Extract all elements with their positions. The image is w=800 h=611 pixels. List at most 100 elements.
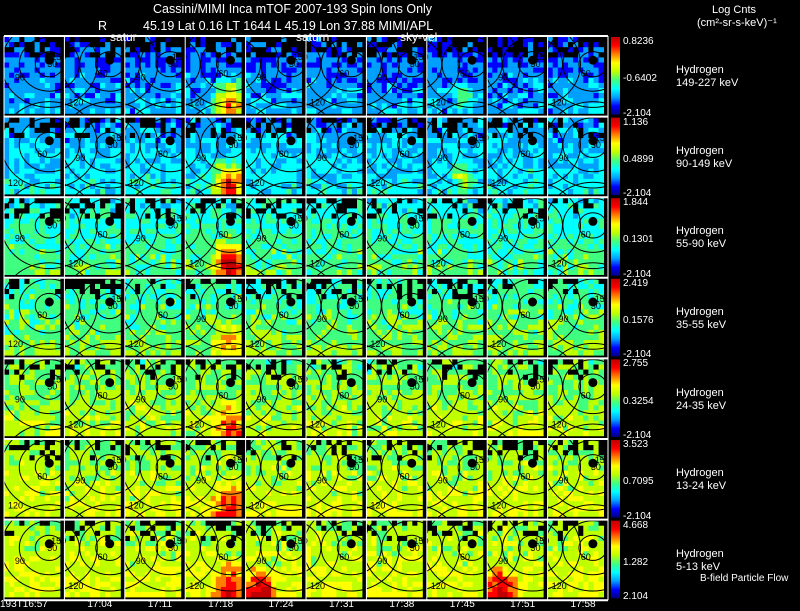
- heatmap-cell: [79, 168, 86, 174]
- heatmap-cell: [64, 127, 70, 134]
- heatmap-cell: [226, 148, 232, 154]
- heatmap-cell: [220, 223, 227, 230]
- heatmap-cell: [487, 138, 493, 144]
- heatmap-cell: [89, 62, 96, 68]
- heatmap-cell: [210, 72, 217, 79]
- heatmap-cell: [64, 103, 70, 109]
- heatmap-cell: [442, 62, 448, 68]
- heatmap-cell: [316, 153, 322, 159]
- heatmap-cell: [376, 249, 382, 255]
- heatmap-cell: [528, 244, 534, 250]
- heatmap-cell: [226, 254, 232, 260]
- heatmap-cell: [366, 37, 372, 43]
- heatmap-cell: [190, 203, 196, 209]
- heatmap-cell: [391, 153, 398, 159]
- heatmap-cell: [407, 108, 413, 114]
- heatmap-cell: [442, 47, 448, 53]
- heatmap-cell: [311, 138, 317, 144]
- heatmap-cell: [296, 127, 302, 134]
- heatmap-cell: [562, 249, 569, 255]
- heatmap-cell: [578, 269, 584, 275]
- heatmap-cell: [34, 173, 40, 180]
- heatmap-cell: [89, 98, 96, 104]
- heatmap-cell: [24, 143, 30, 149]
- heatmap-cell: [276, 158, 282, 164]
- heatmap-cell: [210, 168, 217, 174]
- heatmap-cell: [195, 218, 201, 224]
- heatmap-cell: [236, 163, 242, 169]
- heatmap-cell: [55, 163, 61, 169]
- heatmap-cell: [381, 57, 388, 63]
- heatmap-cell: [366, 52, 372, 58]
- heatmap-cell: [512, 249, 519, 255]
- heatmap-cell: [255, 239, 262, 245]
- heatmap-cell: [402, 178, 408, 185]
- heatmap-cell: [397, 244, 403, 250]
- heatmap-cell: [195, 198, 201, 204]
- heatmap-cell: [266, 148, 272, 154]
- heatmap-cell: [321, 108, 327, 114]
- heatmap-cell: [407, 82, 413, 89]
- heatmap-cell: [431, 98, 438, 104]
- heatmap-cell: [487, 259, 493, 265]
- heatmap-cell: [14, 264, 20, 270]
- heatmap-cell: [371, 117, 377, 123]
- heatmap-cell: [89, 208, 96, 214]
- heatmap-cell: [467, 239, 473, 245]
- heatmap-cell: [492, 37, 498, 43]
- heatmap-cell: [578, 239, 584, 245]
- heatmap-cell: [457, 88, 463, 94]
- heatmap-cell: [215, 98, 222, 104]
- heatmap-cell: [74, 82, 80, 89]
- heatmap-cell: [522, 269, 529, 275]
- heatmap-cell: [255, 143, 262, 149]
- heatmap-cell: [175, 208, 182, 214]
- heatmap-cell: [583, 122, 589, 129]
- heatmap-cell: [472, 47, 479, 53]
- heatmap-cell: [226, 198, 232, 204]
- heatmap-cell: [145, 163, 151, 169]
- heatmap-cell: [55, 228, 61, 235]
- heatmap-cell: [296, 117, 302, 123]
- heatmap-cell: [538, 47, 544, 53]
- heatmap-cell: [357, 148, 363, 154]
- heatmap-cell: [462, 103, 468, 109]
- heatmap-cell: [397, 127, 403, 134]
- heatmap-cell: [170, 233, 177, 240]
- heatmap-cell: [371, 98, 377, 104]
- heatmap-cell: [140, 198, 146, 204]
- heatmap-cell: [4, 264, 10, 270]
- heatmap-cell: [371, 208, 377, 214]
- heatmap-cell: [326, 163, 332, 169]
- heatmap-cell: [402, 228, 408, 235]
- heatmap-cell: [507, 82, 513, 89]
- heatmap-cell: [74, 218, 80, 224]
- heatmap-cell: [105, 62, 111, 68]
- heatmap-cell: [402, 52, 408, 58]
- heatmap-cell: [155, 57, 161, 63]
- heatmap-cell: [557, 239, 564, 245]
- heatmap-cell: [175, 189, 182, 195]
- heatmap-cell: [311, 153, 317, 159]
- heatmap-cell: [250, 183, 257, 190]
- heatmap-cell: [110, 178, 116, 185]
- heatmap-cell: [336, 77, 342, 84]
- heatmap-cell: [547, 127, 553, 134]
- heatmap-cell: [160, 98, 166, 104]
- heatmap-cell: [115, 138, 121, 144]
- heatmap-cell: [129, 163, 136, 169]
- heatmap-cell: [437, 122, 443, 129]
- heatmap-cell: [155, 77, 161, 84]
- heatmap-cell: [69, 82, 75, 89]
- heatmap-cell: [452, 163, 458, 169]
- heatmap-cell: [397, 254, 403, 260]
- heatmap-cell: [593, 163, 599, 169]
- heatmap-cell: [250, 259, 257, 265]
- heatmap-cell: [538, 148, 544, 154]
- heatmap-cell: [452, 153, 458, 159]
- heatmap-cell: [517, 239, 524, 245]
- heatmap-cell: [528, 173, 534, 180]
- heatmap-cell: [266, 93, 272, 99]
- heatmap-cell: [311, 127, 317, 134]
- heatmap-cell: [39, 62, 46, 68]
